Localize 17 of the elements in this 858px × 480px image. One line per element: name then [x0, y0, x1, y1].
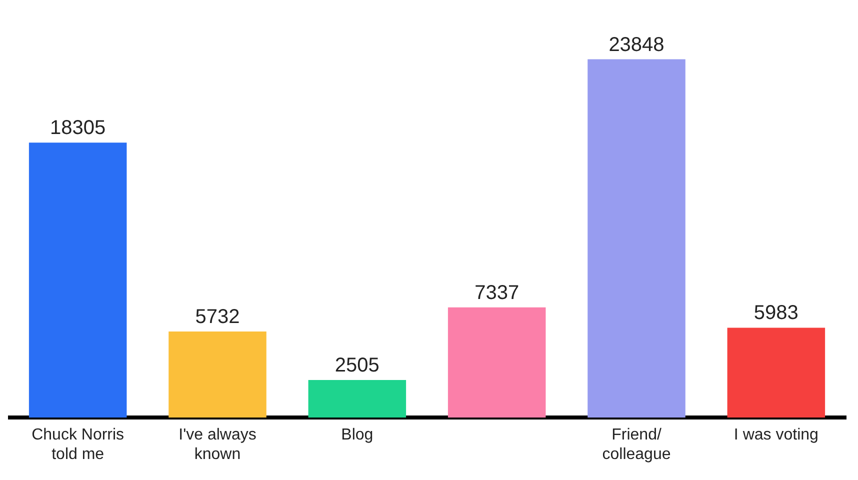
x-tick-label: I was voting: [734, 426, 818, 444]
data-label: 5732: [195, 306, 240, 328]
data-label: 5983: [754, 302, 798, 324]
bar: [308, 380, 406, 418]
bar: [588, 59, 686, 418]
data-label: 23848: [608, 34, 664, 56]
x-tick-label: Chuck Norris told me: [32, 426, 124, 463]
bar: [168, 331, 266, 418]
data-label: 2505: [334, 354, 380, 376]
x-tick-label: Friend/ colleague: [602, 426, 671, 463]
data-label: 18305: [50, 117, 106, 140]
bar: [727, 328, 826, 418]
x-tick-label: I've always known: [178, 426, 256, 463]
x-tick-label: Blog: [341, 426, 374, 444]
data-label: 7337: [474, 282, 520, 304]
bar: [28, 142, 127, 418]
bar: [448, 307, 546, 418]
